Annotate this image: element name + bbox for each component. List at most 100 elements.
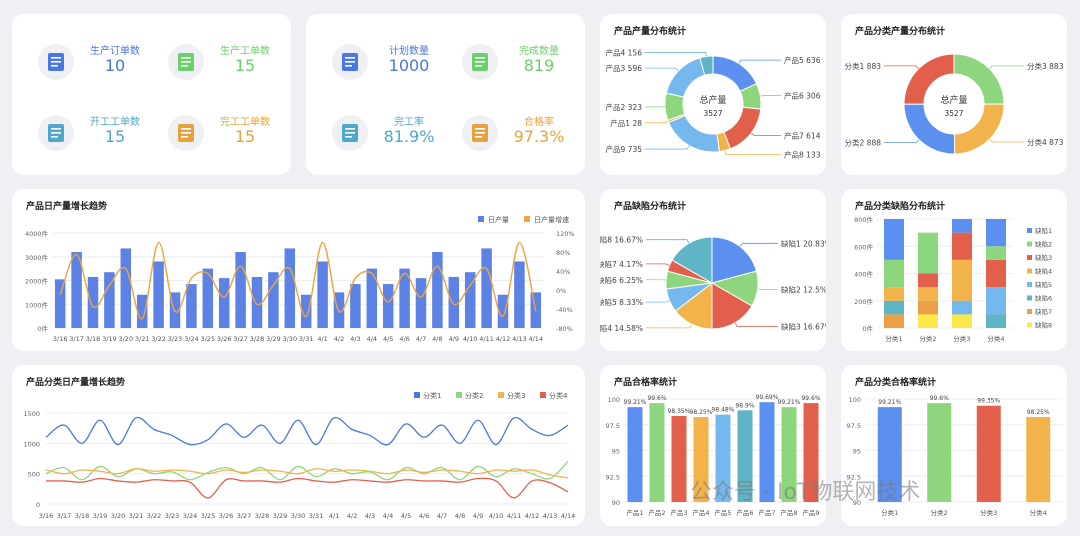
x-tick: 3/23 (168, 335, 183, 343)
x-tick: 4/13 (512, 335, 527, 343)
x-tick: 3/16 (53, 335, 68, 343)
slice-label: 缺陷5 8.33% (600, 297, 643, 307)
x-tick: 4/2 (347, 512, 357, 520)
bar (383, 284, 393, 328)
y-tick: 95 (853, 448, 861, 456)
leader-line (646, 240, 689, 243)
slice-label: 缺陷2 12.5% (781, 285, 826, 295)
bar (650, 403, 665, 502)
data-label: 98.25% (1027, 409, 1050, 416)
y-tick: 100 (608, 396, 620, 404)
center-label: 总产量 (940, 94, 967, 106)
series-line-4 (46, 478, 568, 498)
x-tick: 4/4 (367, 335, 377, 343)
chart-title: 产品分类日产量增长趋势 (26, 375, 125, 388)
kpi-done: 完成数量 819 (462, 40, 585, 90)
document-icon (177, 52, 195, 72)
y2-tick: -80% (556, 325, 573, 333)
x-tick: 产品1 (626, 508, 643, 517)
kpi-label: 生产工单数 (212, 42, 278, 57)
x-tick: 3/19 (102, 335, 117, 343)
x-tick: 产品3 (670, 508, 687, 517)
x-tick: 3/17 (69, 335, 84, 343)
bar (1026, 417, 1050, 502)
bar (449, 277, 459, 328)
x-tick: 3/26 (219, 512, 234, 520)
bar (481, 248, 491, 328)
y-tick: 100 (849, 396, 861, 404)
legend-label: 日产量 (488, 215, 509, 224)
x-tick: 3/24 (184, 335, 199, 343)
x-tick: 3/25 (201, 512, 216, 520)
bar (252, 277, 262, 328)
x-tick: 3/16 (39, 512, 54, 520)
data-label: 99.35% (977, 398, 1000, 405)
bar (121, 248, 131, 328)
x-tick: 4/14 (528, 335, 543, 343)
x-tick: 3/30 (291, 512, 306, 520)
x-tick: 4/1 (317, 335, 327, 343)
kpi-icon-bg (462, 115, 498, 151)
legend-label: 缺陷3 (1035, 253, 1052, 262)
stack-segment (952, 260, 972, 301)
category-output-card: 产品分类产量分布统计 分类3 883 分类4 873 分类2 888 分类1 883 总… (841, 14, 1067, 175)
x-tick: 4/12 (496, 335, 511, 343)
x-tick: 3/20 (118, 335, 133, 343)
legend-swatch (498, 392, 504, 398)
x-tick: 3/19 (93, 512, 108, 520)
x-tick: 3/28 (255, 512, 270, 520)
kpi-value: 15 (82, 127, 148, 146)
bar (927, 403, 951, 502)
y-tick: 1500 (23, 410, 40, 418)
data-label: 99.6% (930, 395, 949, 402)
watermark: 公众号 · IoT物联网技术 (690, 474, 920, 506)
leader-line (646, 264, 669, 266)
x-tick: 4/5 (383, 335, 393, 343)
x-tick: 产品8 (780, 508, 797, 517)
kpi-value: 819 (506, 56, 572, 75)
x-tick: 4/10 (463, 335, 478, 343)
stack-segment (884, 260, 904, 287)
data-label: 98.48% (712, 407, 735, 414)
pie-slice (669, 116, 720, 152)
x-tick: 4/4 (383, 512, 393, 520)
stack-segment (986, 219, 1006, 246)
leader-line (646, 324, 692, 328)
x-tick: 3/30 (282, 335, 297, 343)
rate-icon (341, 123, 359, 143)
legend-swatch (478, 216, 484, 222)
slice-label: 产品6 306 (784, 90, 821, 100)
y2-tick: 0% (556, 287, 566, 295)
legend-swatch (1027, 242, 1032, 247)
bar (416, 278, 426, 328)
kpi-icon-bg (462, 44, 498, 80)
plan-icon (341, 52, 359, 72)
y-tick: 1000 (23, 440, 40, 448)
leader-line (725, 150, 781, 154)
y-tick: 90 (612, 499, 620, 507)
x-tick: 产品4 (692, 508, 709, 517)
kpi-icon-bg (168, 115, 204, 151)
slice-label: 分类1 883 (845, 61, 882, 71)
stack-segment (918, 301, 938, 315)
x-tick: 4/7 (437, 512, 447, 520)
y2-tick: 80% (556, 249, 570, 257)
kpi-rate: 完工率 81.9% (332, 111, 462, 161)
stack-segment (952, 219, 972, 233)
x-tick: 分类1 (881, 508, 898, 517)
kpi-value: 1000 (376, 56, 442, 75)
stack-segment (952, 314, 972, 328)
category-defect-card: 产品分类缺陷分布统计 0件 200件 400件 600件 800件 分类1 分类2 分类3 分类… (841, 189, 1067, 351)
y-tick: 0件 (37, 324, 48, 333)
x-tick: 4/11 (507, 512, 522, 520)
leader-line (989, 66, 1024, 69)
x-tick: 4/14 (561, 512, 576, 520)
category-output-chart: 分类3 883 分类4 873 分类2 888 分类1 883 总产量 3527 (841, 14, 1067, 175)
data-label: 99.6% (801, 395, 820, 402)
legend-label: 缺陷7 (1035, 307, 1052, 316)
x-tick: 分类4 (987, 334, 1004, 343)
center-value: 3527 (944, 109, 963, 118)
y2-tick: 40% (556, 268, 570, 276)
kpi-value: 81.9% (376, 127, 442, 146)
kpi-label: 计划数量 (376, 42, 442, 57)
